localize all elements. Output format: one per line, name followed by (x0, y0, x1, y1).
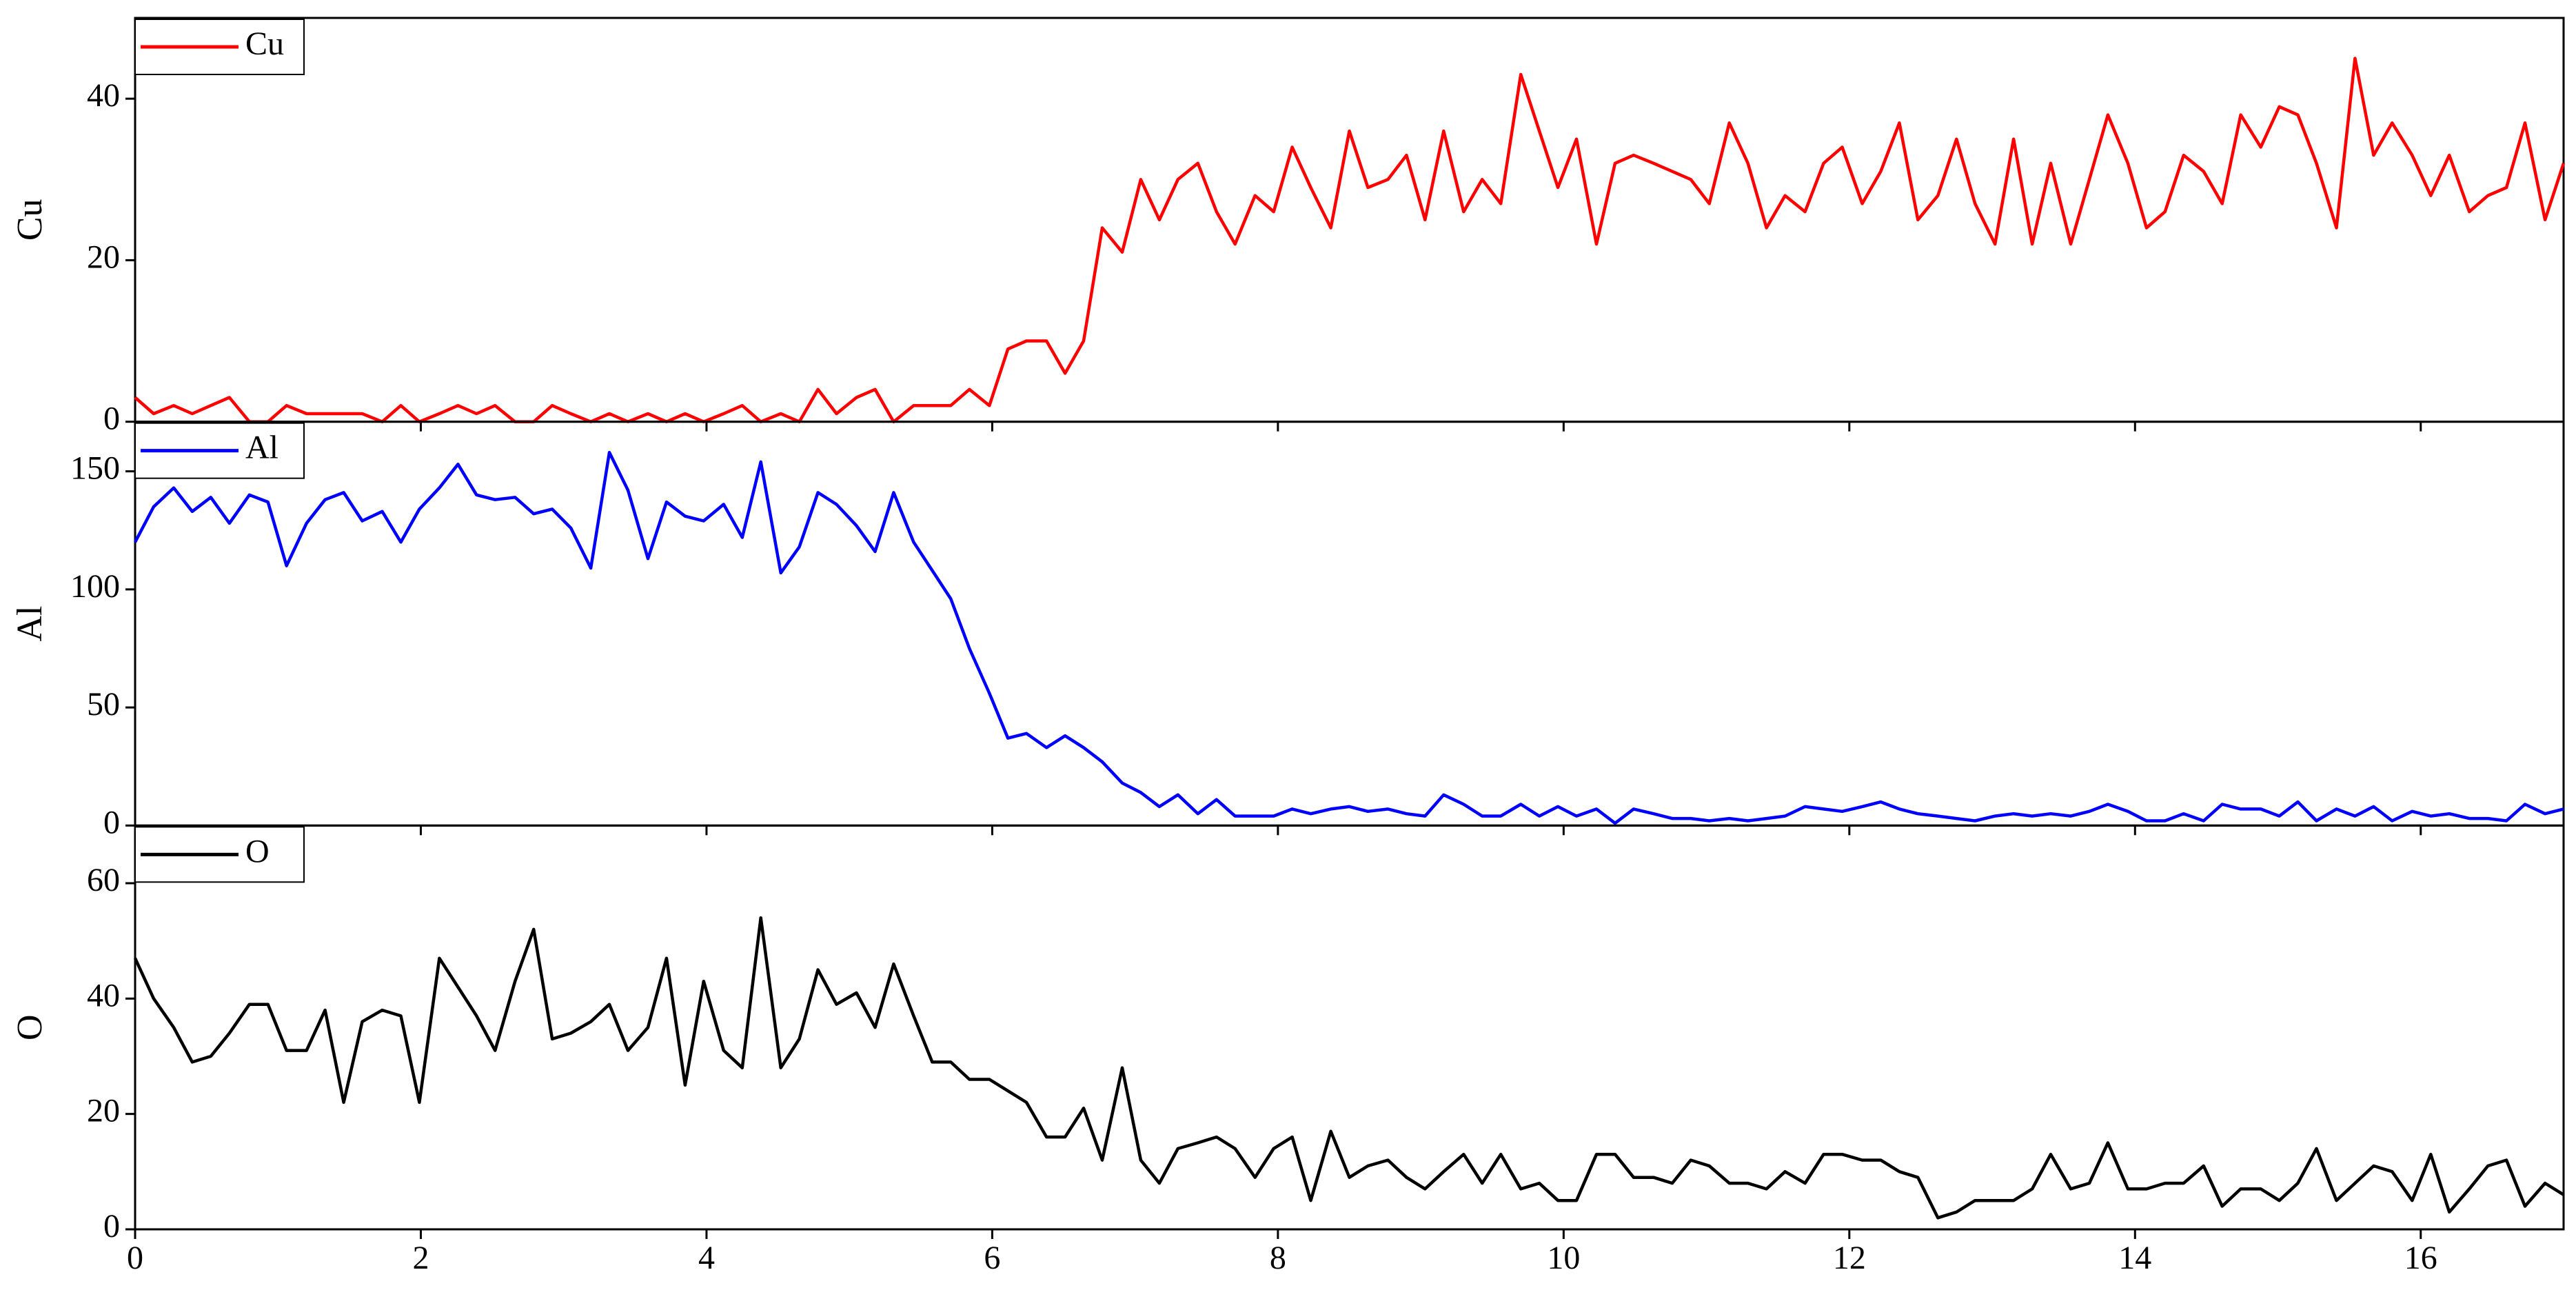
y-axis-label: O (10, 1014, 50, 1040)
y-tick-label: 100 (70, 568, 120, 605)
y-axis-label: Al (10, 606, 50, 642)
y-axis-label: Cu (10, 199, 50, 241)
y-tick-label: 0 (103, 804, 120, 840)
x-tick-label: 4 (698, 1240, 715, 1276)
x-tick-label: 6 (984, 1240, 1000, 1276)
legend-label: Cu (245, 26, 284, 62)
x-tick-label: 14 (2118, 1240, 2151, 1276)
data-line (133, 916, 2565, 1220)
y-tick-label: 40 (87, 77, 120, 114)
y-tick-label: 50 (87, 686, 120, 723)
legend-label: Al (245, 430, 278, 466)
x-tick-label: 12 (1833, 1240, 1866, 1276)
y-tick-label: 60 (87, 862, 120, 898)
panel-frame (134, 824, 2565, 1231)
y-tick-label: 40 (87, 977, 120, 1014)
x-tick-label: 16 (2404, 1240, 2437, 1276)
y-tick-label: 150 (70, 450, 120, 487)
x-tick-label: 8 (1270, 1240, 1286, 1276)
x-tick-label: 0 (127, 1240, 143, 1276)
y-tick-label: 20 (87, 239, 120, 275)
y-tick-label: 0 (103, 401, 120, 437)
data-line (134, 450, 2564, 825)
panel-frame (134, 17, 2565, 423)
x-tick-label: 2 (412, 1240, 429, 1276)
legend-label: O (245, 833, 270, 869)
panel-frame (134, 421, 2565, 827)
data-line (134, 57, 2566, 423)
x-tick-label: 10 (1547, 1240, 1580, 1276)
y-tick-label: 0 (103, 1208, 120, 1244)
y-tick-label: 20 (87, 1093, 120, 1129)
